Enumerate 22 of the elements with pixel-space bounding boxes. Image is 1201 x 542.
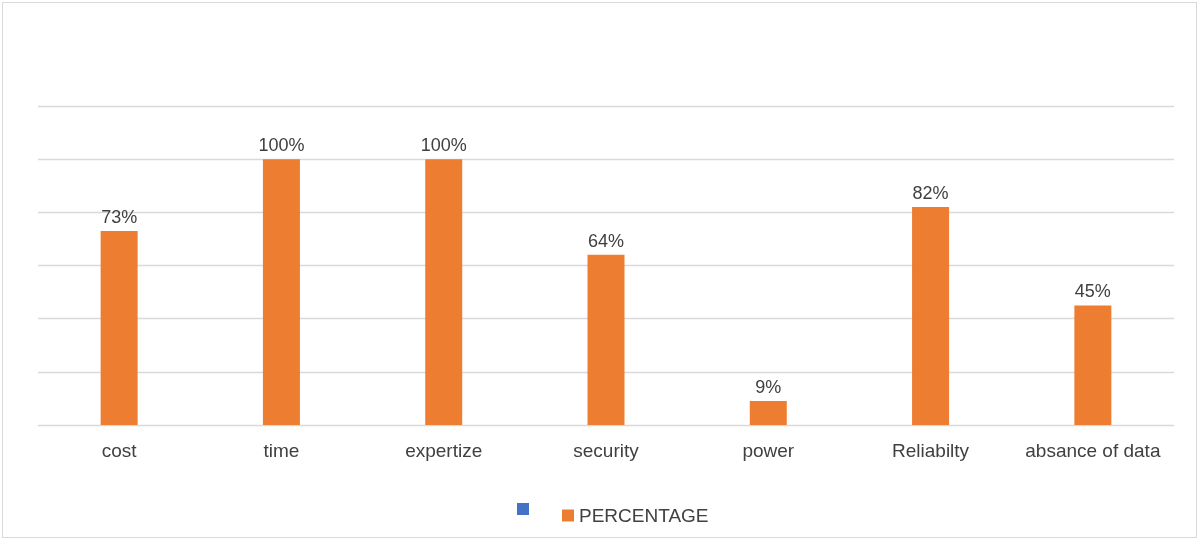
legend-label: PERCENTAGE: [579, 505, 709, 526]
x-tick-label: absance of data: [1025, 440, 1161, 461]
data-label: 73%: [101, 206, 138, 227]
x-tick-label: expertize: [405, 440, 483, 461]
bar: [587, 254, 625, 425]
bar: [262, 159, 300, 425]
data-label: 64%: [587, 230, 625, 251]
x-tick-label: security: [573, 440, 640, 461]
bar: [912, 207, 950, 425]
x-tick-label: power: [742, 440, 795, 461]
bar: [100, 230, 138, 425]
bar: [1074, 305, 1112, 425]
x-tick-label: Reliabilty: [892, 440, 970, 461]
x-tick-label: cost: [101, 440, 138, 461]
data-label: 100%: [420, 135, 467, 156]
bar: [425, 159, 463, 425]
data-label: 100%: [258, 135, 305, 156]
x-tick-label: time: [263, 440, 300, 461]
bar: [749, 401, 787, 425]
data-label: 82%: [912, 183, 949, 204]
data-label: 9%: [755, 377, 782, 398]
data-label: 45%: [1074, 281, 1111, 302]
